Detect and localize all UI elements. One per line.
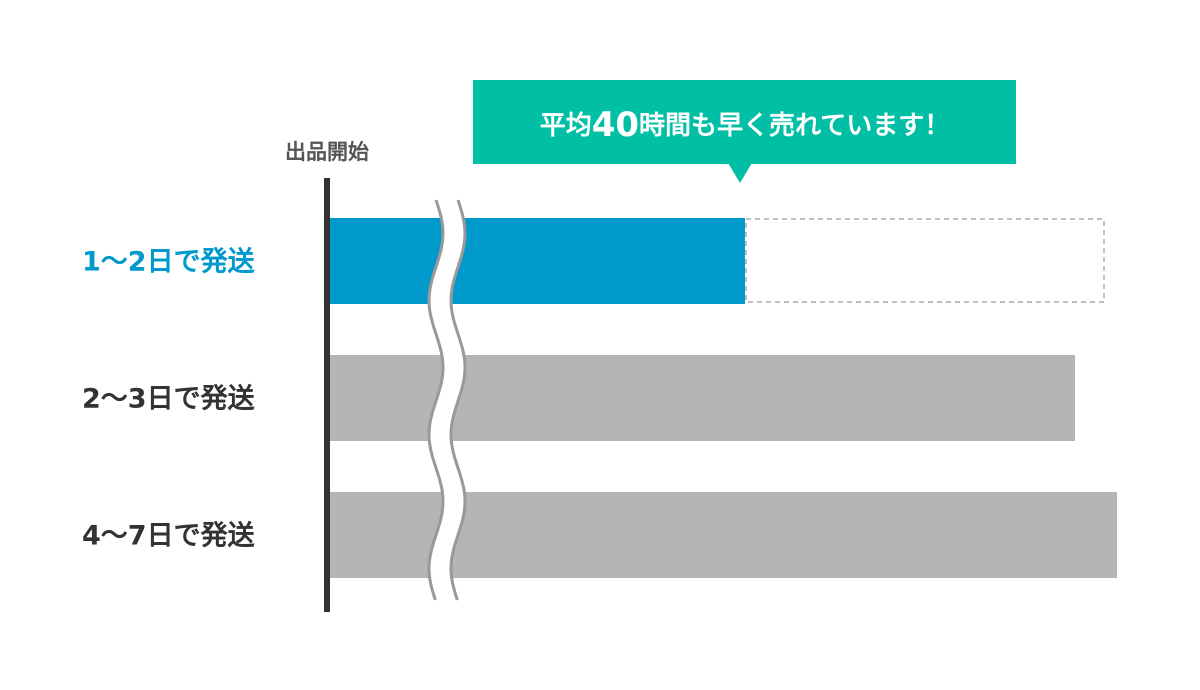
callout-prefix: 平均 [540,111,592,141]
callout-suffix: 時間も早く売れています！ [639,111,950,141]
axis-break [427,199,467,601]
callout-pointer [728,163,752,183]
bar-outline [745,218,1105,303]
start-label: 出品開始 [285,140,369,164]
break-fill [429,200,465,600]
break-line [449,199,467,601]
row-label: 1〜2日で発送 [82,247,255,278]
bar [330,218,745,304]
row-label: 2〜3日で発送 [82,384,255,415]
callout-box [473,80,1016,164]
callout-text: 平均40時間も早く売れています！ [540,105,951,145]
row-label: 4〜7日で発送 [82,521,255,552]
axis-line [324,178,330,612]
callout-number: 40 [592,105,639,145]
break-line [427,199,445,601]
